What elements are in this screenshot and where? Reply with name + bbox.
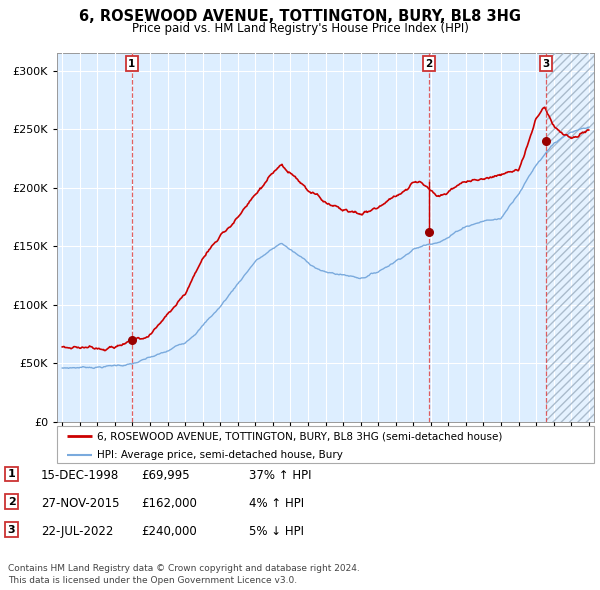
Text: 15-DEC-1998: 15-DEC-1998 (41, 469, 119, 482)
Bar (546, 53, 600, 422)
Text: 1: 1 (8, 469, 16, 479)
Text: 2: 2 (8, 497, 16, 507)
Text: 6, ROSEWOOD AVENUE, TOTTINGTON, BURY, BL8 3HG (semi-detached house): 6, ROSEWOOD AVENUE, TOTTINGTON, BURY, BL… (97, 431, 503, 441)
Text: Price paid vs. HM Land Registry's House Price Index (HPI): Price paid vs. HM Land Registry's House … (131, 22, 469, 35)
Text: 5% ↓ HPI: 5% ↓ HPI (249, 525, 304, 537)
Text: 2: 2 (425, 58, 433, 68)
Text: HPI: Average price, semi-detached house, Bury: HPI: Average price, semi-detached house,… (97, 450, 343, 460)
Text: 27-NOV-2015: 27-NOV-2015 (41, 497, 119, 510)
FancyBboxPatch shape (57, 426, 594, 463)
Text: Contains HM Land Registry data © Crown copyright and database right 2024.
This d: Contains HM Land Registry data © Crown c… (8, 565, 359, 585)
Text: 4% ↑ HPI: 4% ↑ HPI (249, 497, 304, 510)
Text: 6, ROSEWOOD AVENUE, TOTTINGTON, BURY, BL8 3HG: 6, ROSEWOOD AVENUE, TOTTINGTON, BURY, BL… (79, 9, 521, 24)
Text: 37% ↑ HPI: 37% ↑ HPI (249, 469, 311, 482)
Bar (546, 53, 600, 422)
Text: £240,000: £240,000 (141, 525, 197, 537)
Text: 22-JUL-2022: 22-JUL-2022 (41, 525, 113, 537)
Text: 3: 3 (542, 58, 550, 68)
Text: £69,995: £69,995 (141, 469, 190, 482)
Text: £162,000: £162,000 (141, 497, 197, 510)
Text: 1: 1 (128, 58, 136, 68)
Text: 3: 3 (8, 525, 16, 535)
